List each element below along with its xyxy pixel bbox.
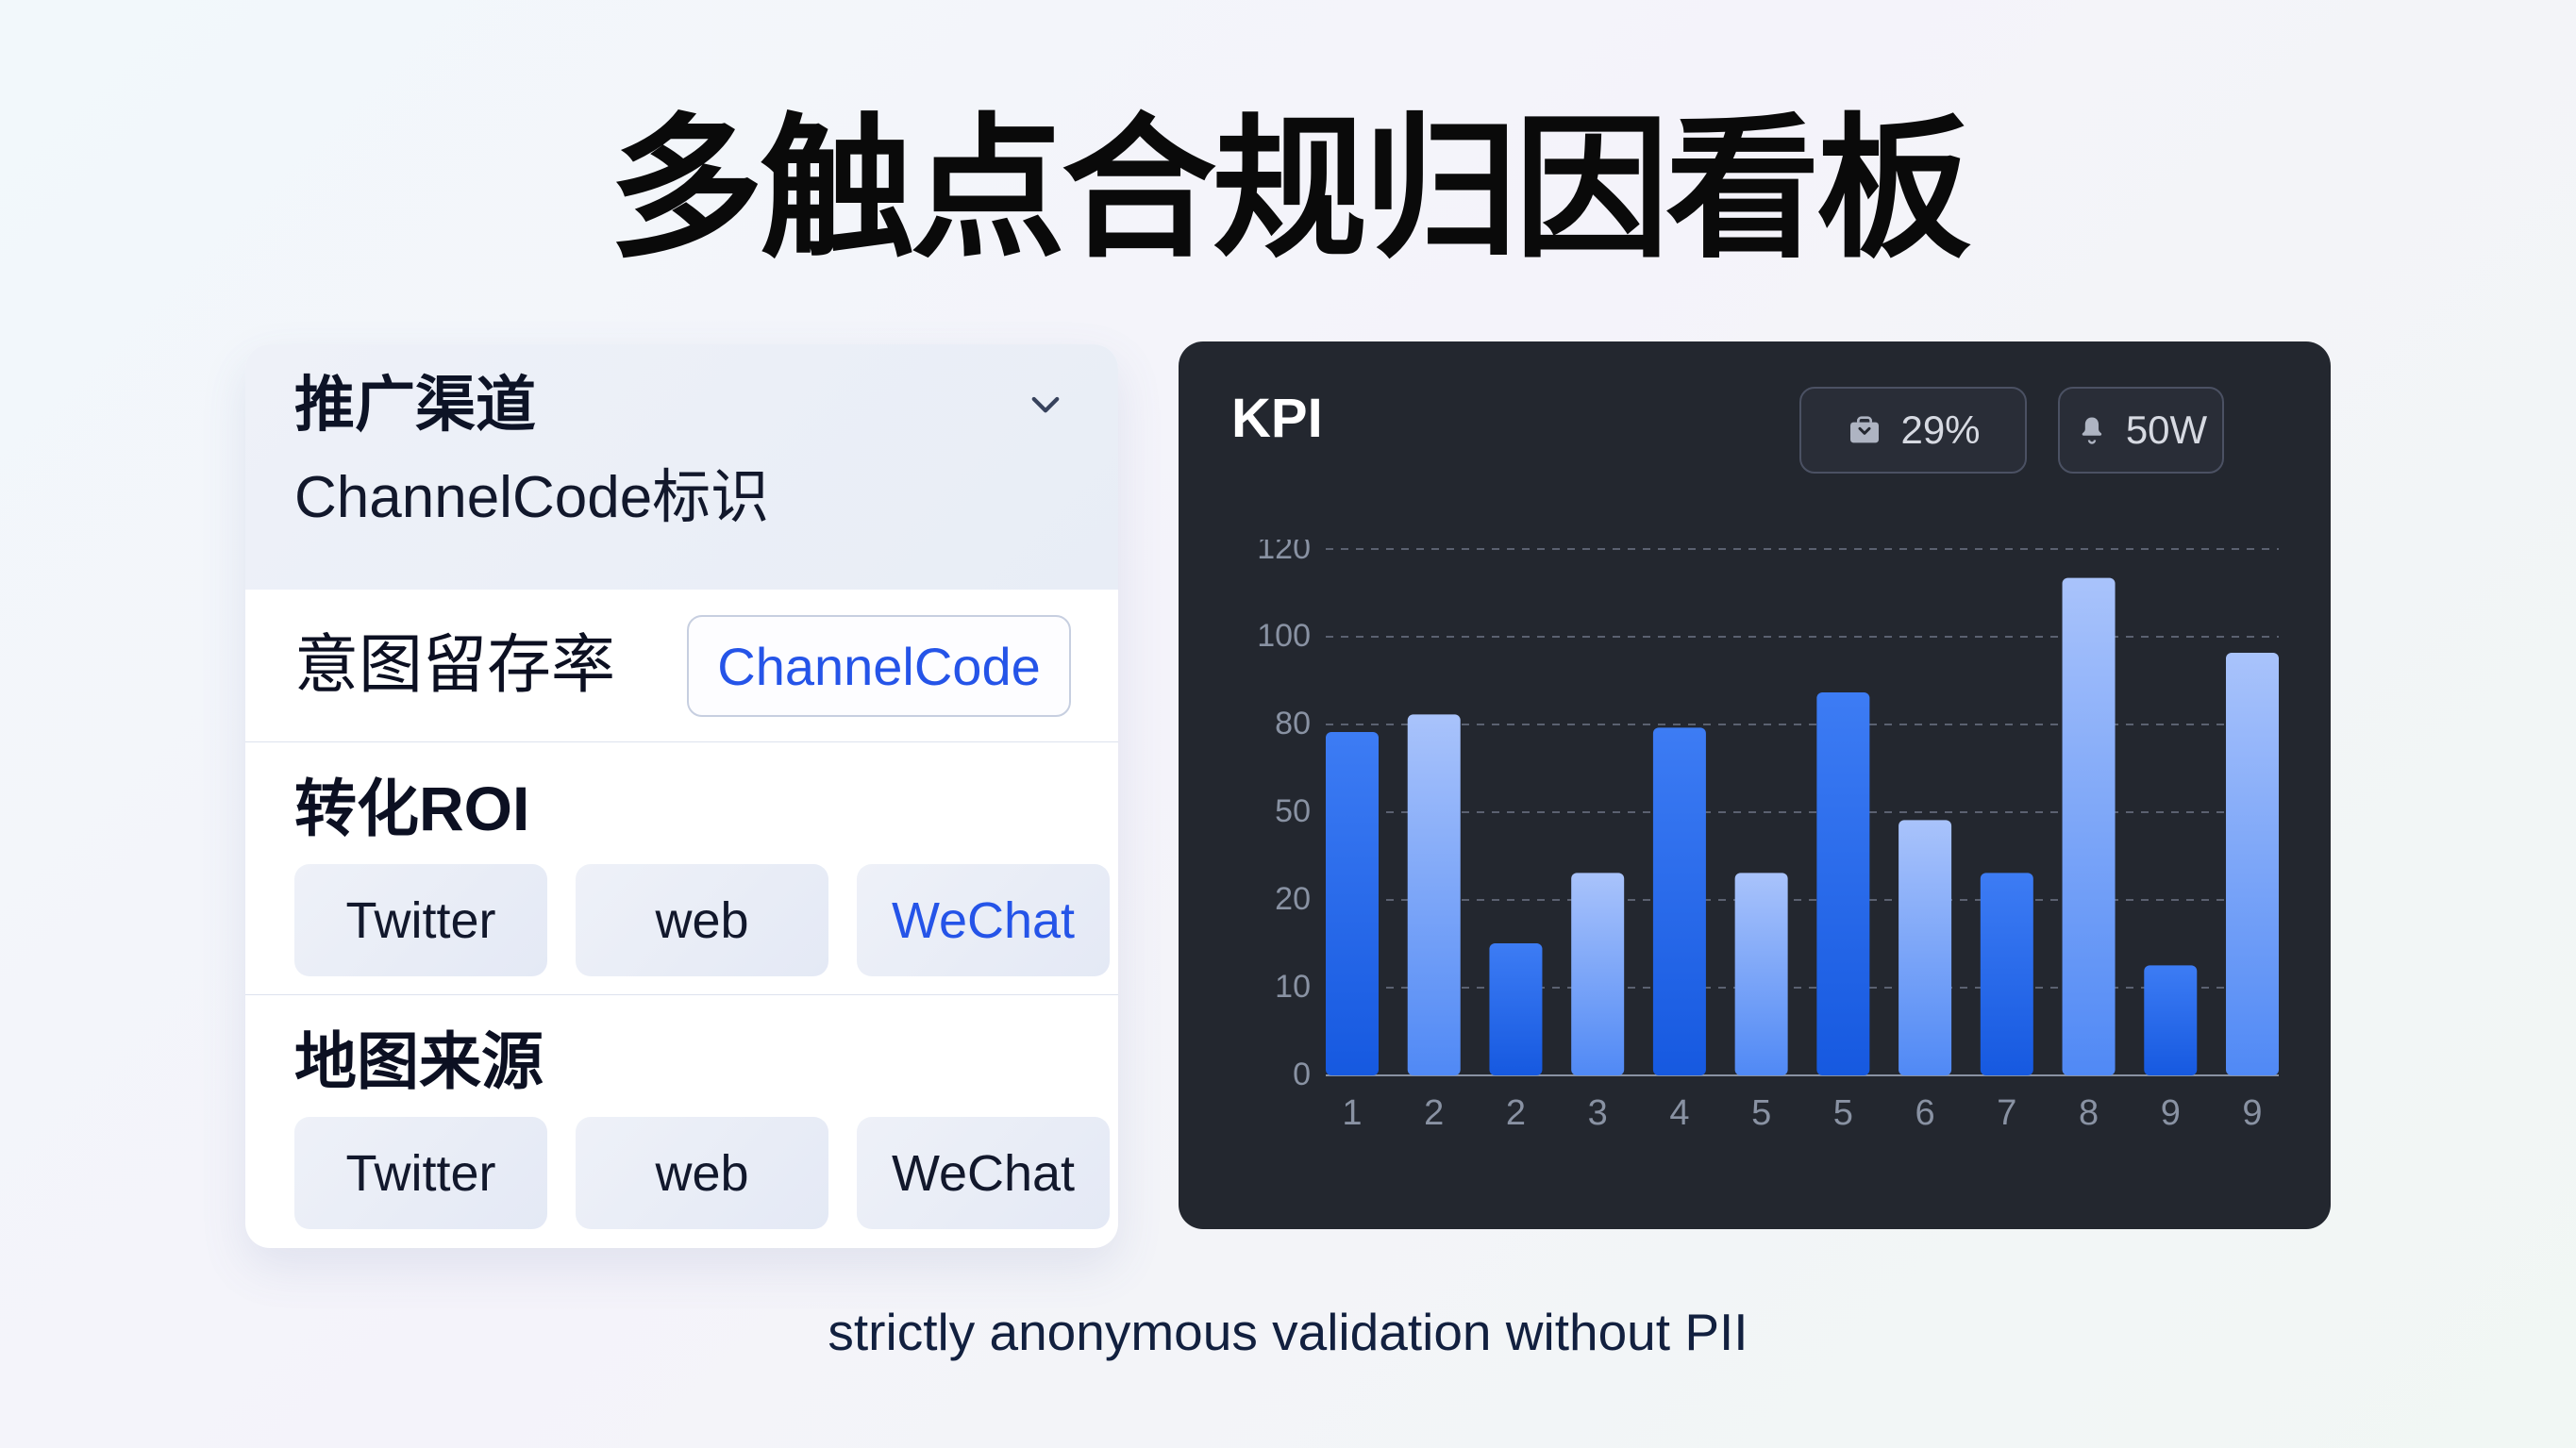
svg-text:3: 3 (1588, 1093, 1608, 1133)
svg-text:5: 5 (1833, 1093, 1853, 1133)
svg-text:100: 100 (1257, 618, 1311, 654)
svg-text:6: 6 (1915, 1093, 1935, 1133)
svg-text:120: 120 (1257, 540, 1311, 566)
svg-text:50: 50 (1275, 793, 1311, 829)
svg-text:80: 80 (1275, 706, 1311, 741)
svg-text:9: 9 (2242, 1093, 2262, 1133)
svg-text:20: 20 (1275, 881, 1311, 917)
svg-text:10: 10 (1275, 969, 1311, 1005)
svg-text:9: 9 (2161, 1093, 2181, 1133)
svg-text:5: 5 (1751, 1093, 1771, 1133)
svg-text:8: 8 (2079, 1093, 2099, 1133)
svg-text:2: 2 (1424, 1093, 1444, 1133)
svg-text:1: 1 (1342, 1093, 1362, 1133)
svg-text:2: 2 (1506, 1093, 1526, 1133)
svg-text:0: 0 (1293, 1057, 1311, 1092)
svg-text:7: 7 (1997, 1093, 2016, 1133)
svg-text:4: 4 (1669, 1093, 1689, 1133)
